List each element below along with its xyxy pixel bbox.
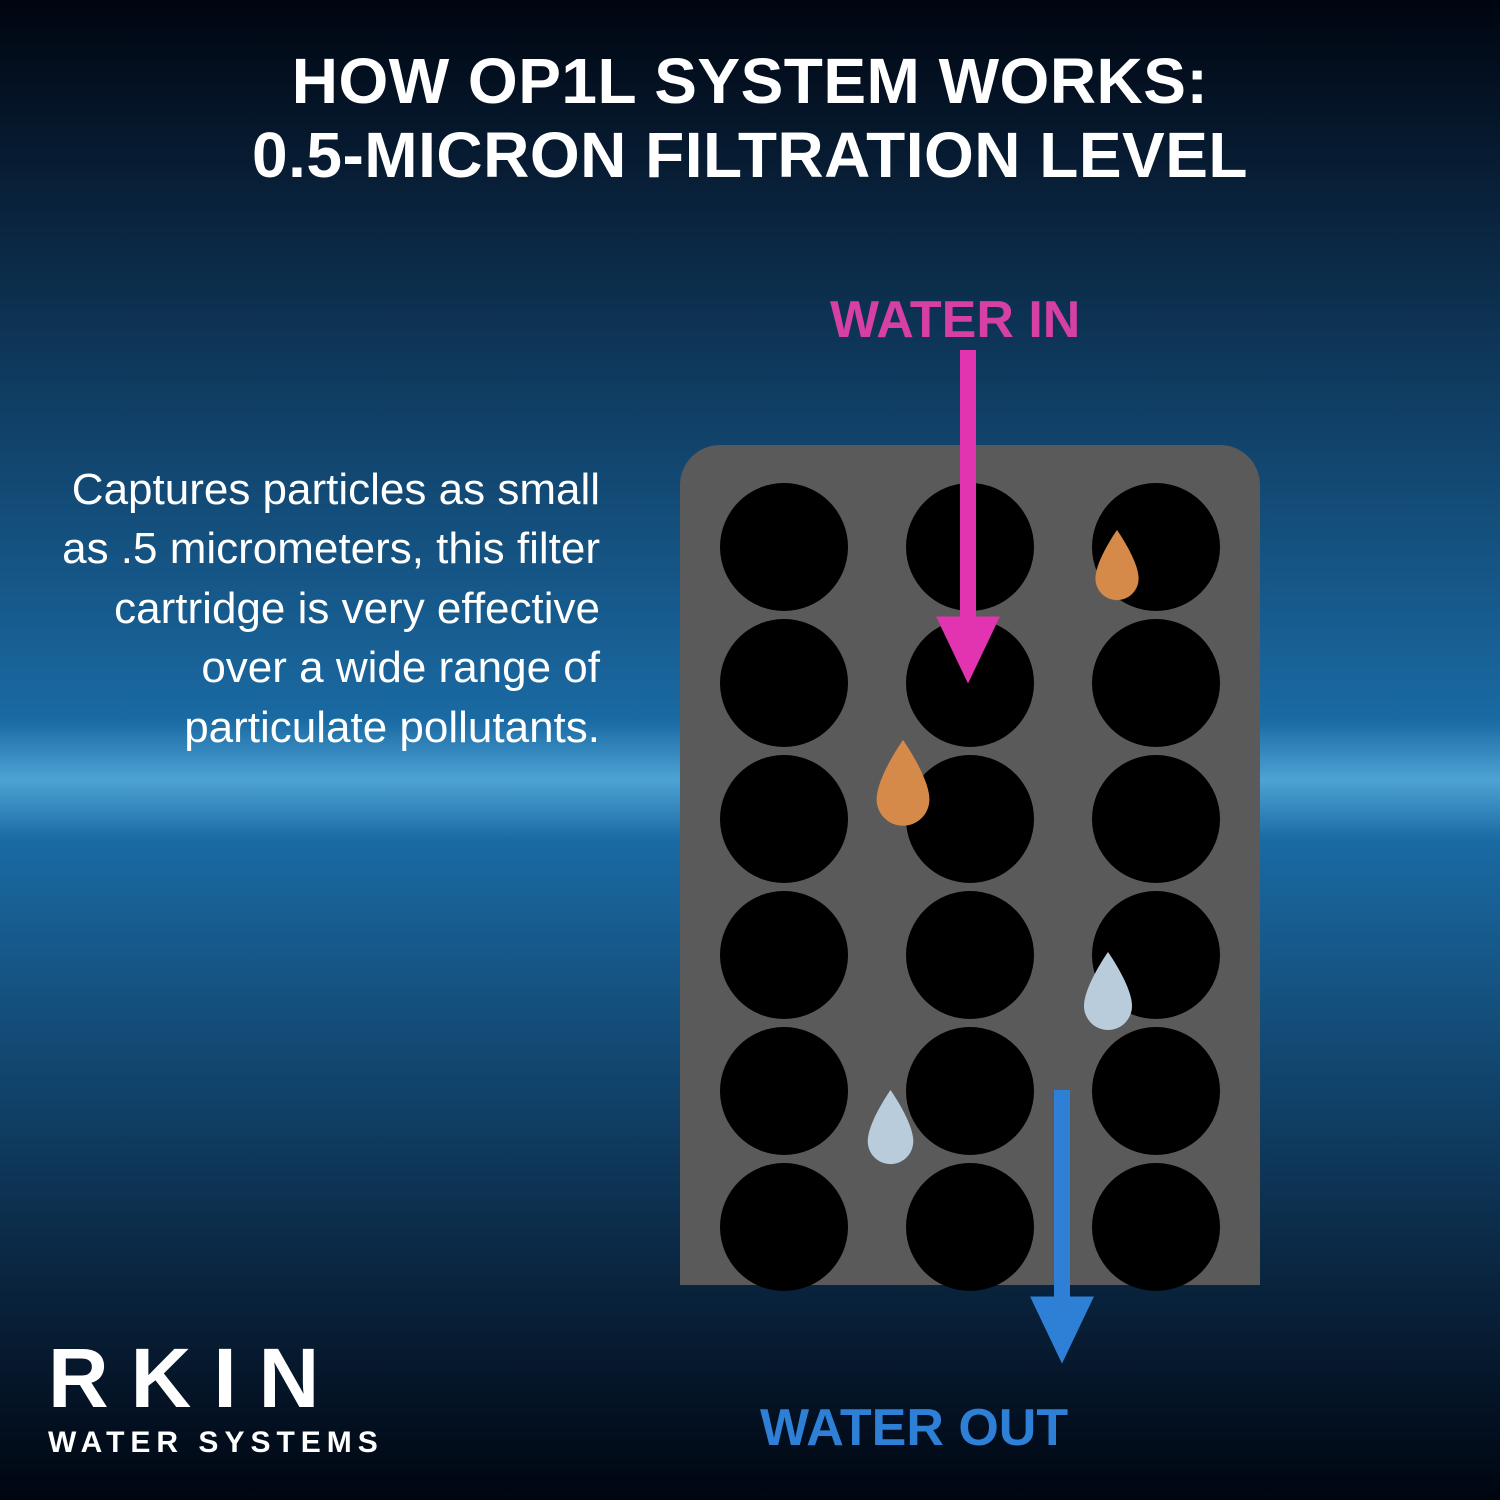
filter-hole — [1092, 755, 1220, 883]
filter-hole — [720, 891, 848, 1019]
water-out-label: WATER OUT — [760, 1398, 1068, 1458]
filter-hole — [906, 1027, 1034, 1155]
logo-main-text: RKIN — [48, 1336, 384, 1420]
filter-hole — [906, 1163, 1034, 1291]
arrow-water-in — [968, 350, 1008, 710]
clean-water-drop-icon — [862, 1090, 919, 1172]
clean-water-drop-icon — [1078, 952, 1138, 1038]
filter-hole — [720, 1163, 848, 1291]
filter-hole — [720, 483, 848, 611]
filter-hole — [1092, 619, 1220, 747]
description-text: Captures particles as small as .5 microm… — [60, 460, 600, 757]
filter-hole — [720, 755, 848, 883]
water-in-label: WATER IN — [830, 290, 1080, 350]
dirty-water-drop-icon — [1090, 530, 1144, 608]
arrow-water-out — [1062, 1090, 1102, 1400]
filter-hole — [1092, 1163, 1220, 1291]
filter-hole — [906, 891, 1034, 1019]
filter-hole — [720, 1027, 848, 1155]
page-title: HOW OP1L SYSTEM WORKS: 0.5-MICRON FILTRA… — [0, 45, 1500, 192]
dirty-water-drop-icon — [870, 740, 936, 834]
title-line-1: HOW OP1L SYSTEM WORKS: — [0, 45, 1500, 119]
brand-logo: RKIN WATER SYSTEMS — [48, 1336, 384, 1460]
title-line-2: 0.5-MICRON FILTRATION LEVEL — [0, 119, 1500, 193]
filter-hole — [1092, 1027, 1220, 1155]
filter-hole — [720, 619, 848, 747]
logo-sub-text: WATER SYSTEMS — [48, 1426, 384, 1460]
